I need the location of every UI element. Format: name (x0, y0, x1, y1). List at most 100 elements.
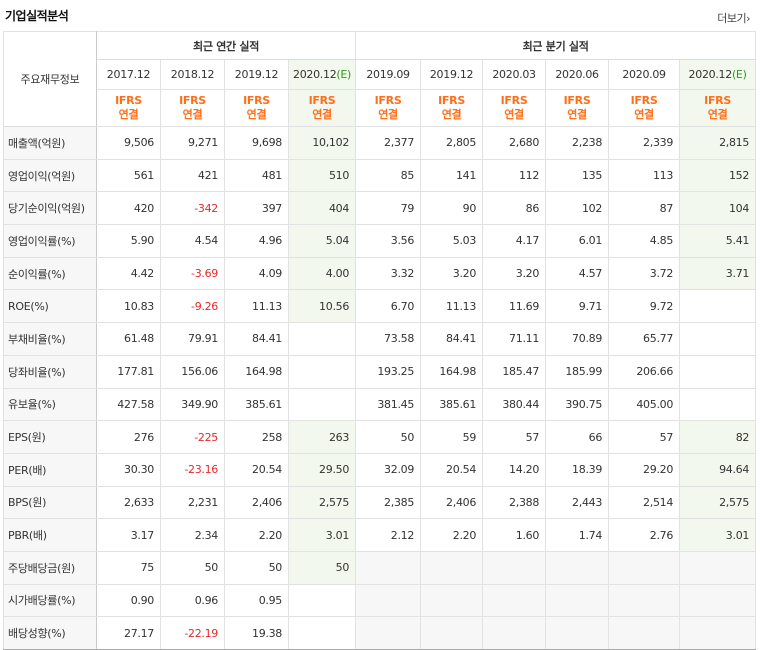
cell-value: 3.01 (679, 518, 757, 552)
cell-value: 0.96 (160, 583, 225, 618)
cell-value: 185.47 (482, 354, 547, 389)
period-label: 2020.09 (622, 68, 666, 81)
cell-value: 9,271 (160, 126, 225, 160)
cell-value: 3.20 (420, 256, 484, 291)
cell-value: 6.01 (545, 224, 610, 258)
cell-value: 71.11 (482, 322, 547, 356)
cell-value (420, 550, 484, 585)
cell-value (287, 354, 357, 389)
cell-value: 2,406 (420, 485, 484, 520)
chevron-right-icon[interactable]: › (746, 12, 750, 25)
more-label[interactable]: 더보기 (717, 12, 747, 25)
cell-value: 2,388 (482, 485, 547, 520)
ifrs-label: IFRS 연결 (287, 89, 357, 127)
period-label: 2018.12 (170, 68, 215, 81)
more-link[interactable]: 더보기› (717, 10, 750, 26)
cell-value (482, 616, 547, 650)
cell-value: 11.13 (224, 289, 289, 324)
cell-value: 9.72 (608, 289, 681, 324)
cell-value: 113 (608, 158, 681, 193)
cell-value: 84.41 (420, 322, 484, 356)
cell-value: 9.71 (545, 289, 610, 324)
cell-value: 73.58 (355, 322, 422, 356)
cell-value (679, 322, 757, 356)
cell-value: 29.50 (287, 452, 357, 487)
cell-value (679, 387, 757, 422)
cell-value: 57 (608, 420, 681, 454)
cell-value: -342 (160, 191, 225, 226)
financial-table: 주요재무정보 최근 연간 실적 최근 분기 실적 2017.12 2018.12 2… (3, 31, 757, 650)
cell-value: 2,377 (355, 126, 422, 160)
cell-value: 2,805 (420, 126, 484, 160)
ifrs-label: IFRS 연결 (96, 89, 161, 127)
cell-value: 14.20 (482, 452, 547, 487)
cell-value: 5.04 (287, 224, 357, 258)
cell-value: 30.30 (96, 452, 161, 487)
ifrs-header-row: IFRS 연결 IFRS 연결 IFRS 연결 IFRS 연결 IFRS 연결 IFRS 연결 IFRS… (4, 89, 757, 127)
cell-value: 11.69 (482, 289, 547, 324)
cell-value: 4.54 (160, 224, 225, 258)
period-header: 2020.09 (608, 59, 681, 90)
row-label: ROE(%) (3, 289, 97, 324)
cell-value: 50 (160, 550, 225, 585)
cell-value: 85 (355, 158, 422, 193)
period-header: 2018.12 (160, 59, 225, 90)
estimate-marker: (E) (731, 68, 747, 81)
ifrs-top: IFRS (630, 94, 658, 107)
ifrs-top: IFRS (308, 94, 336, 107)
cell-value: 66 (545, 420, 610, 454)
cell-value: -23.16 (160, 452, 225, 487)
cell-value: 561 (96, 158, 161, 193)
corner-label: 주요재무정보 (3, 31, 97, 127)
row-label: 주당배당금(원) (3, 550, 97, 585)
cell-value: 2.76 (608, 518, 681, 552)
cell-value: 4.57 (545, 256, 610, 291)
cell-value: 152 (679, 158, 757, 193)
ifrs-label: IFRS 연결 (355, 89, 422, 127)
ifrs-bottom: 연결 (312, 108, 332, 121)
ifrs-bottom: 연결 (378, 108, 398, 121)
cell-value: 90 (420, 191, 484, 226)
cell-value: 3.20 (482, 256, 547, 291)
cell-value: 3.32 (355, 256, 422, 291)
cell-value: 141 (420, 158, 484, 193)
quarter-group-header: 최근 분기 실적 (355, 31, 757, 60)
cell-value (679, 583, 757, 618)
cell-value (287, 322, 357, 356)
period-label: 2020.03 (492, 68, 536, 81)
table-row: 당기순이익(억원) 420 -342 397 404 79 90 86 102 87 104 (3, 191, 757, 226)
ifrs-label: IFRS 연결 (545, 89, 610, 127)
cell-value: 84.41 (224, 322, 289, 356)
ifrs-bottom: 연결 (441, 108, 462, 121)
cell-value: 2,443 (545, 485, 610, 520)
ifrs-label: IFRS 연결 (160, 89, 225, 127)
row-label: 배당성향(%) (3, 616, 97, 650)
ifrs-top: IFRS (179, 94, 206, 107)
table-row: PBR(배) 3.17 2.34 2.20 3.01 2.12 2.20 1.60 1.74 2.… (3, 518, 757, 552)
annual-group-header: 최근 연간 실적 (95, 31, 357, 60)
table-row: 주당배당금(원) 75 50 50 50 (3, 550, 757, 585)
cell-value: 4.85 (608, 224, 681, 258)
cell-value: 164.98 (420, 354, 484, 389)
cell-value: 2.20 (420, 518, 484, 552)
cell-value: 156.06 (160, 354, 225, 389)
ifrs-label: IFRS 연결 (608, 89, 681, 127)
ifrs-label: IFRS 연결 (224, 89, 289, 127)
ifrs-bottom: 연결 (707, 108, 728, 121)
cell-value (608, 616, 681, 650)
ifrs-label: IFRS 연결 (679, 89, 757, 127)
cell-value: 19.38 (224, 616, 289, 650)
period-header: 2020.06 (545, 59, 610, 90)
cell-value: 385.61 (224, 387, 289, 422)
period-header-row: 2017.12 2018.12 2019.12 2020.12(E) 2019.09 20… (4, 59, 757, 90)
cell-value: 10,102 (287, 126, 357, 160)
row-label: 당기순이익(억원) (3, 191, 97, 226)
cell-value: 2,575 (679, 485, 757, 520)
ifrs-bottom: 연결 (182, 108, 203, 121)
cell-value (355, 550, 422, 585)
cell-value: 380.44 (482, 387, 547, 422)
cell-value: 0.90 (96, 583, 161, 618)
cell-value: 50 (355, 420, 422, 454)
cell-value (608, 550, 681, 585)
cell-value (287, 616, 357, 650)
